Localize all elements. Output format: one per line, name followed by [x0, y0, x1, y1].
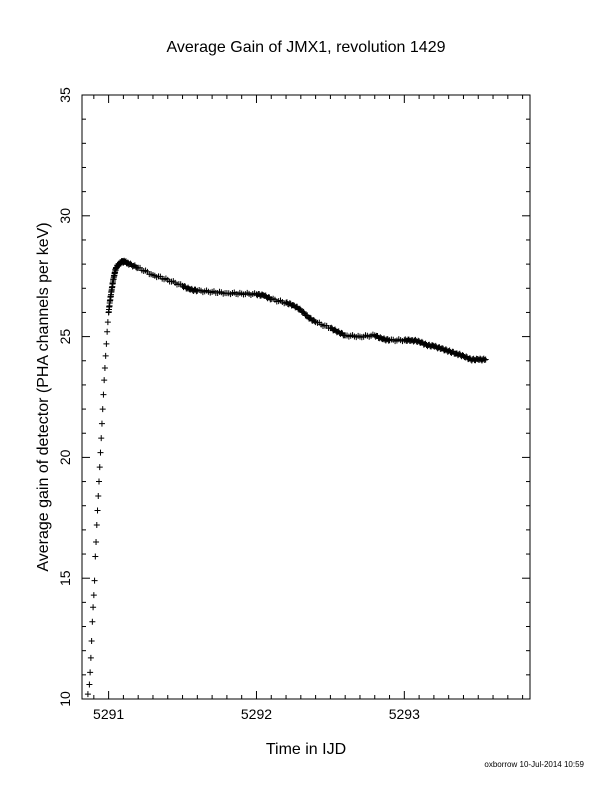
axis-ticks: [82, 94, 530, 700]
y-axis-label: Average gain of detector (PHA channels p…: [35, 222, 52, 571]
data-point: [99, 406, 106, 413]
footer-stamp: oxborrow 10-Jul-2014 10:59: [484, 760, 584, 769]
data-point: [97, 449, 104, 456]
data-points: [84, 257, 489, 698]
data-point: [93, 522, 100, 529]
data-point: [90, 604, 97, 611]
x-tick-label: 5291: [93, 706, 124, 722]
y-tick-label: 25: [57, 329, 73, 345]
data-point: [101, 365, 108, 372]
data-point: [87, 669, 94, 676]
data-point: [91, 577, 98, 584]
data-point: [87, 654, 94, 661]
data-point: [84, 691, 91, 698]
y-tick-label: 10: [57, 691, 73, 707]
y-tick-label: 35: [57, 87, 73, 103]
data-point: [102, 352, 109, 359]
data-point: [96, 464, 103, 471]
data-point: [482, 356, 489, 363]
data-point: [100, 391, 107, 398]
data-point: [93, 538, 100, 545]
y-tick-label: 30: [57, 208, 73, 224]
data-point: [101, 377, 108, 384]
tick-labels: 10 15 20 25 30 35 5291 5292 5293: [57, 87, 420, 722]
data-point: [86, 681, 93, 688]
data-point: [98, 420, 105, 427]
data-point: [104, 328, 111, 335]
y-tick-label: 20: [57, 449, 73, 465]
x-axis-label: Time in IJD: [266, 741, 346, 758]
data-point: [96, 478, 103, 485]
data-point: [90, 592, 97, 599]
data-point: [94, 507, 101, 514]
data-point: [92, 553, 99, 560]
data-point: [89, 618, 96, 625]
x-tick-label: 5293: [389, 706, 420, 722]
data-point: [95, 493, 102, 500]
data-point: [98, 435, 105, 442]
x-tick-label: 5292: [241, 706, 272, 722]
data-point: [193, 288, 200, 295]
y-tick-label: 15: [57, 570, 73, 586]
data-point: [88, 638, 95, 645]
data-point: [104, 319, 111, 326]
data-point: [103, 340, 110, 347]
plot-frame: [81, 94, 531, 700]
chart-title: Average Gain of JMX1, revolution 1429: [167, 39, 446, 56]
